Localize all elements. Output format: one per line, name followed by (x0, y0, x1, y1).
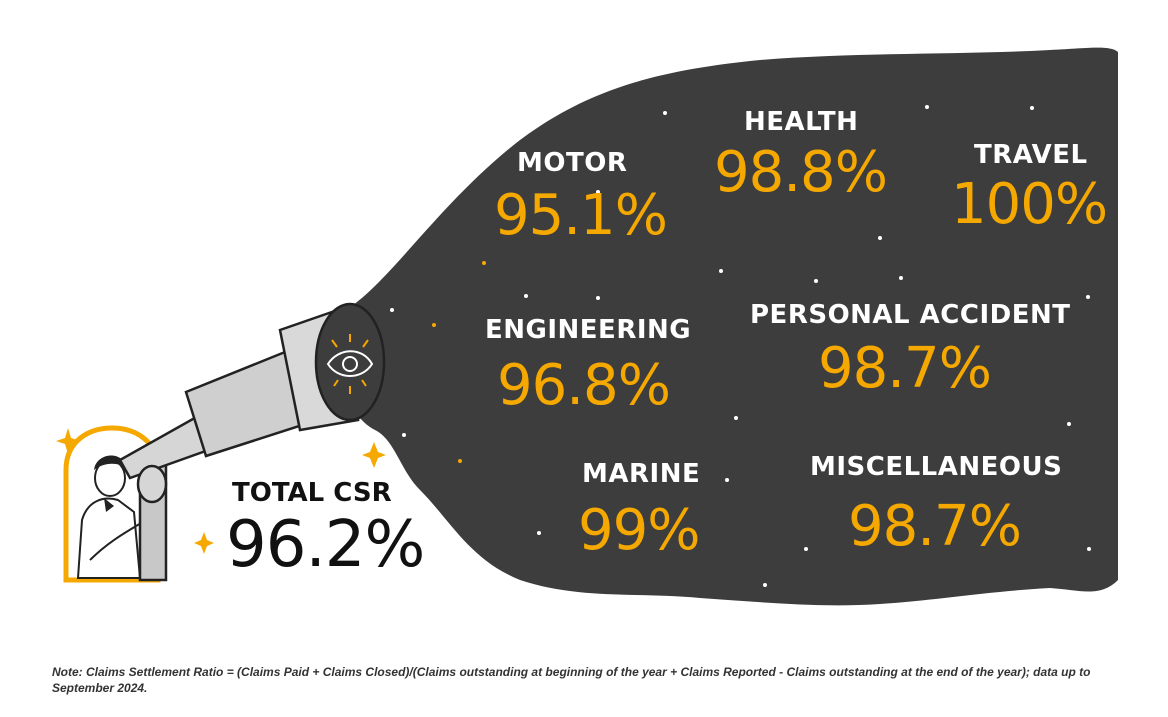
category-value-miscellaneous: 98.7% (848, 494, 1022, 559)
category-label-personal-accident: PERSONAL ACCIDENT (750, 300, 1071, 330)
total-csr-label: TOTAL CSR (232, 478, 392, 508)
category-value-motor: 95.1% (494, 183, 668, 248)
night-sky-shape (330, 47, 1118, 606)
star-icon-group (390, 105, 1091, 587)
category-label-miscellaneous: MISCELLANEOUS (810, 452, 1063, 482)
star-icon-accent-group (432, 261, 486, 463)
category-value-marine: 99% (578, 498, 700, 563)
category-label-travel: TRAVEL (974, 140, 1088, 170)
category-value-travel: 100% (951, 172, 1108, 237)
total-csr-value: 96.2% (226, 508, 425, 582)
category-value-personal-accident: 98.7% (818, 336, 992, 401)
category-label-engineering: ENGINEERING (485, 315, 692, 345)
category-label-motor: MOTOR (517, 148, 628, 178)
category-value-health: 98.8% (714, 140, 888, 205)
eye-icon (326, 334, 374, 394)
footnote: Note: Claims Settlement Ratio = (Claims … (52, 665, 1091, 695)
telescope-icon (118, 302, 386, 582)
sparkle-icon-group (56, 428, 386, 554)
category-value-engineering: 96.8% (497, 353, 671, 418)
category-label-health: HEALTH (744, 107, 859, 137)
category-label-marine: MARINE (582, 459, 701, 489)
